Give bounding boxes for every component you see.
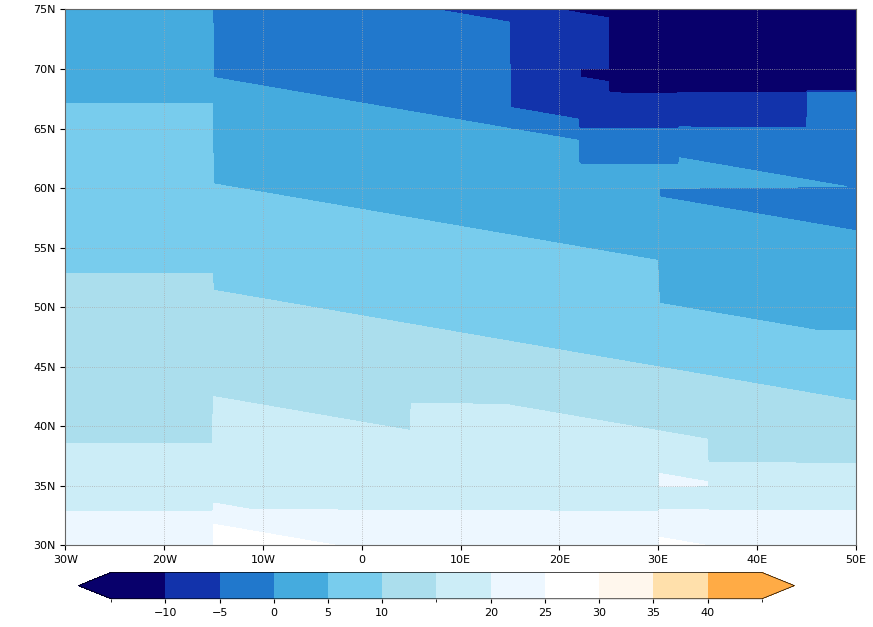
PathPatch shape — [79, 572, 111, 599]
PathPatch shape — [762, 572, 794, 599]
